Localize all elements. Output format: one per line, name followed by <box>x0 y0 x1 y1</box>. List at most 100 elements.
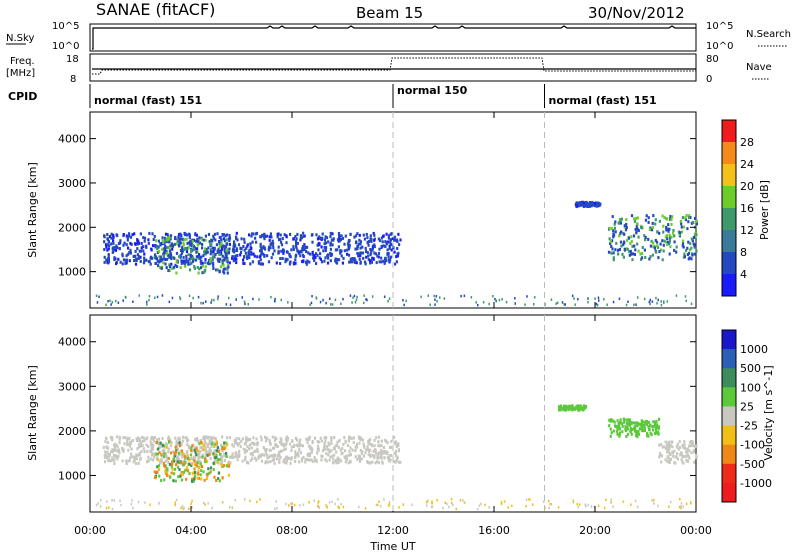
x-tick-label: 20:00 <box>579 524 611 537</box>
echo-cell <box>227 237 231 241</box>
echo-cell <box>564 303 566 306</box>
echo-cell <box>637 229 640 233</box>
echo-cell <box>587 300 589 304</box>
echo-cell <box>652 428 655 432</box>
echo-cell <box>201 447 204 451</box>
echo-cell <box>275 437 278 441</box>
echo-cell <box>434 298 436 301</box>
echo-cell <box>201 464 204 468</box>
echo-cell <box>105 303 107 307</box>
echo-cell <box>240 237 243 241</box>
echo-cell <box>648 228 651 232</box>
echo-cell <box>356 247 359 251</box>
echo-cell <box>111 450 114 454</box>
echo-cell <box>236 458 239 462</box>
echo-cell <box>290 439 294 443</box>
echo-cell <box>119 260 122 264</box>
echo-cell <box>358 505 360 509</box>
echo-cell <box>319 300 322 304</box>
echo-cell <box>385 439 388 443</box>
echo-cell <box>107 240 110 244</box>
echo-cell <box>174 263 177 267</box>
echo-cell <box>175 271 178 275</box>
echo-cell <box>285 235 288 239</box>
echo-cell <box>629 249 632 253</box>
echo-cell <box>186 241 189 245</box>
echo-cell <box>350 437 353 441</box>
echo-cell <box>369 453 372 457</box>
echo-cell <box>609 434 612 438</box>
echo-cell <box>375 436 378 440</box>
echo-cell <box>370 238 373 242</box>
echo-cell <box>666 217 669 221</box>
echo-cell <box>286 456 289 460</box>
echo-cell <box>162 455 166 459</box>
echo-cell <box>128 232 131 236</box>
echo-cell <box>138 249 141 253</box>
echo-cell <box>218 250 221 254</box>
echo-cell <box>215 440 218 444</box>
echo-cell <box>531 503 534 506</box>
echo-cell <box>108 235 111 239</box>
echo-cell <box>693 244 696 248</box>
echo-cell <box>215 449 218 453</box>
echo-cell <box>131 455 134 459</box>
echo-cell <box>238 455 241 458</box>
echo-cell <box>231 256 234 260</box>
echo-cell <box>305 250 308 253</box>
echo-cell <box>196 476 199 480</box>
echo-cell <box>617 252 620 256</box>
echo-cell <box>377 452 380 456</box>
echo-cell <box>495 299 497 302</box>
echo-cell <box>652 241 655 245</box>
echo-cell <box>235 261 238 265</box>
echo-cell <box>209 470 212 474</box>
freq-tick-bottom: 8 <box>70 74 76 85</box>
echo-cell <box>692 221 695 224</box>
echo-cell <box>221 254 224 258</box>
echo-cell <box>149 262 152 266</box>
echo-cell <box>294 452 297 456</box>
echo-cell <box>308 452 311 456</box>
echo-cell <box>247 437 250 441</box>
echo-cell <box>235 247 238 251</box>
echo-cell <box>137 453 140 457</box>
echo-cell <box>247 303 249 306</box>
echo-cell <box>643 297 646 301</box>
echo-cell <box>372 257 375 261</box>
echo-cell <box>275 457 278 461</box>
echo-cell <box>164 236 167 240</box>
echo-cell <box>287 456 290 460</box>
echo-cell <box>613 420 616 424</box>
echo-cell <box>125 459 128 463</box>
echo-cell <box>389 238 393 242</box>
echo-cell <box>331 243 334 247</box>
echo-cell <box>150 442 153 446</box>
echo-cell <box>610 498 612 501</box>
echo-cell <box>279 233 282 237</box>
echo-cell <box>106 441 109 444</box>
echo-cell <box>328 449 332 453</box>
echo-cell <box>209 466 213 470</box>
echo-cell <box>316 237 320 241</box>
echo-cell <box>511 504 513 508</box>
echo-cell <box>264 435 267 439</box>
echo-cell <box>348 437 351 441</box>
echo-cell <box>183 238 186 242</box>
echo-cell <box>384 256 387 260</box>
echo-cell <box>327 448 330 452</box>
echo-cell <box>269 246 272 250</box>
echo-cell <box>381 240 384 244</box>
echo-cell <box>373 456 376 460</box>
echo-cell <box>162 449 165 453</box>
echo-cell <box>176 444 179 447</box>
echo-cell <box>114 447 117 451</box>
echo-cell <box>210 250 213 254</box>
echo-cell <box>168 462 171 466</box>
echo-cell <box>306 245 309 249</box>
echo-cell <box>243 248 246 252</box>
echo-cell <box>612 235 615 239</box>
echo-cell <box>688 449 691 453</box>
echo-cell <box>330 438 333 441</box>
